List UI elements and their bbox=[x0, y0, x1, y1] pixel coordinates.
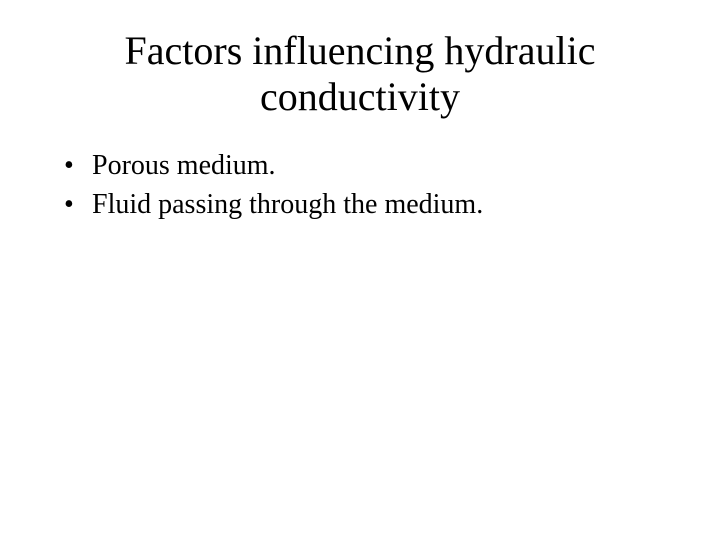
slide-title: Factors influencing hydraulic conductivi… bbox=[56, 28, 664, 120]
list-item: Fluid passing through the medium. bbox=[64, 187, 664, 222]
list-item: Porous medium. bbox=[64, 148, 664, 183]
bullet-list: Porous medium. Fluid passing through the… bbox=[56, 148, 664, 222]
slide: Factors influencing hydraulic conductivi… bbox=[0, 0, 720, 540]
